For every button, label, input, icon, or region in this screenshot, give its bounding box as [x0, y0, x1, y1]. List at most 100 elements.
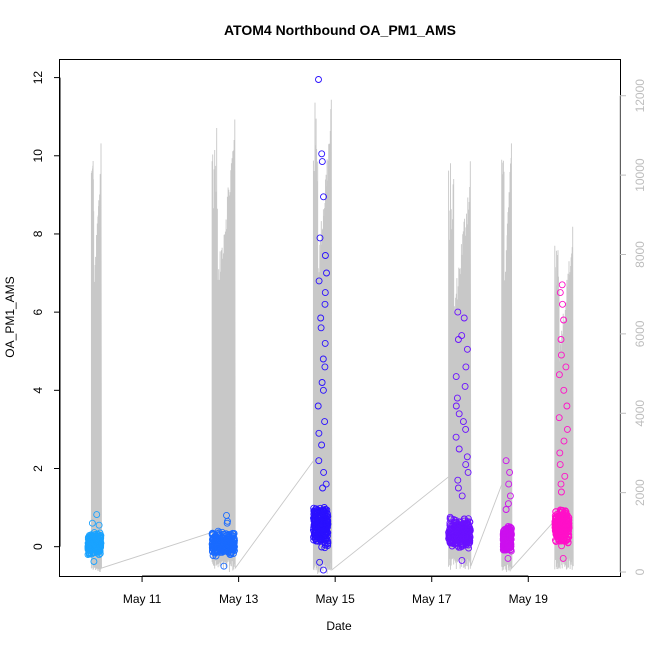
secondary-line-segment [211, 119, 314, 573]
x-tick-label: May 15 [315, 592, 355, 606]
data-point [317, 324, 325, 332]
data-point [460, 314, 468, 322]
plot-frame [59, 59, 621, 577]
data-point [228, 543, 236, 551]
data-point [462, 363, 470, 371]
data-point [561, 536, 569, 544]
y2-tick-label: 12000 [633, 79, 647, 113]
data-point [319, 386, 327, 394]
data-point [458, 556, 466, 564]
y2-tick-label: 0 [633, 568, 647, 575]
data-point [446, 515, 454, 523]
data-point [91, 530, 99, 538]
data-point [464, 527, 472, 535]
data-point [555, 414, 563, 422]
secondary-line-segment [312, 99, 449, 574]
data-point [447, 530, 455, 538]
data-point [460, 515, 468, 523]
data-point [95, 547, 103, 555]
data-point [315, 457, 323, 465]
secondary-series-lines [90, 99, 574, 574]
data-point [560, 523, 568, 531]
data-point [319, 484, 327, 492]
data-point [461, 382, 469, 390]
data-point [223, 519, 231, 527]
data-point [319, 355, 327, 363]
data-point [560, 316, 568, 324]
x-tick-label: May 13 [219, 592, 259, 606]
x-tick-label: May 11 [123, 592, 162, 606]
data-point [312, 505, 320, 513]
data-point [455, 445, 463, 453]
data-point [556, 509, 564, 517]
data-point [452, 402, 460, 410]
data-point [451, 540, 459, 548]
data-point [454, 308, 462, 316]
data-point [310, 524, 318, 531]
data-point [455, 410, 463, 418]
data-point [554, 532, 562, 540]
data-point [462, 425, 470, 433]
data-point [314, 512, 322, 520]
axes: 0 2 4 6 8 10 12 0 2000 4000 6000 8000 10000 12000 May … [31, 71, 647, 606]
data-point [314, 402, 322, 410]
data-point [563, 425, 571, 433]
data-point [321, 363, 329, 371]
data-point [310, 510, 318, 518]
data-point [556, 449, 564, 457]
data-point [499, 546, 507, 554]
data-point [555, 517, 563, 525]
y-axis-label: OA_PM1_AMS [3, 276, 17, 357]
secondary-line-segment [90, 143, 213, 573]
data-point [317, 314, 325, 322]
y-tick-label: 0 [31, 543, 45, 550]
y-tick-label: 8 [31, 230, 45, 237]
data-point [321, 300, 329, 308]
data-point [456, 528, 464, 536]
y2-tick-label: 6000 [633, 320, 647, 347]
data-point [229, 530, 237, 538]
data-point [320, 193, 327, 201]
data-point [315, 277, 323, 285]
data-point [315, 76, 322, 83]
data-point [85, 550, 93, 558]
data-point [452, 527, 460, 535]
y2-tick-label: 8000 [633, 241, 647, 268]
data-point [453, 534, 461, 542]
data-point [454, 542, 462, 550]
data-point [316, 234, 324, 242]
data-point [318, 379, 326, 386]
data-point [448, 528, 456, 536]
data-point [210, 539, 218, 547]
scatter-points [84, 76, 573, 574]
data-point [504, 500, 512, 508]
data-point [555, 371, 563, 379]
data-point [454, 522, 462, 529]
data-point [220, 562, 228, 570]
data-point [323, 269, 330, 277]
data-point [84, 543, 92, 551]
data-point [465, 544, 473, 552]
data-point [506, 468, 514, 476]
data-point [556, 461, 564, 469]
data-point [318, 158, 326, 166]
data-point [558, 281, 566, 289]
data-point [557, 488, 565, 496]
secondary-line-segment [554, 226, 574, 570]
x-axis-label: Date [326, 619, 352, 633]
data-point [216, 536, 224, 544]
data-point [463, 453, 471, 461]
data-point [505, 480, 513, 488]
data-point [321, 339, 329, 347]
y2-tick-label: 4000 [633, 400, 647, 427]
data-point [504, 554, 512, 562]
data-point [561, 510, 569, 518]
y-tick-label: 4 [31, 387, 45, 394]
data-point [561, 472, 569, 480]
data-point [462, 461, 470, 469]
data-point [97, 543, 105, 551]
data-point [324, 540, 331, 548]
data-point [463, 539, 471, 547]
data-point [310, 514, 317, 522]
